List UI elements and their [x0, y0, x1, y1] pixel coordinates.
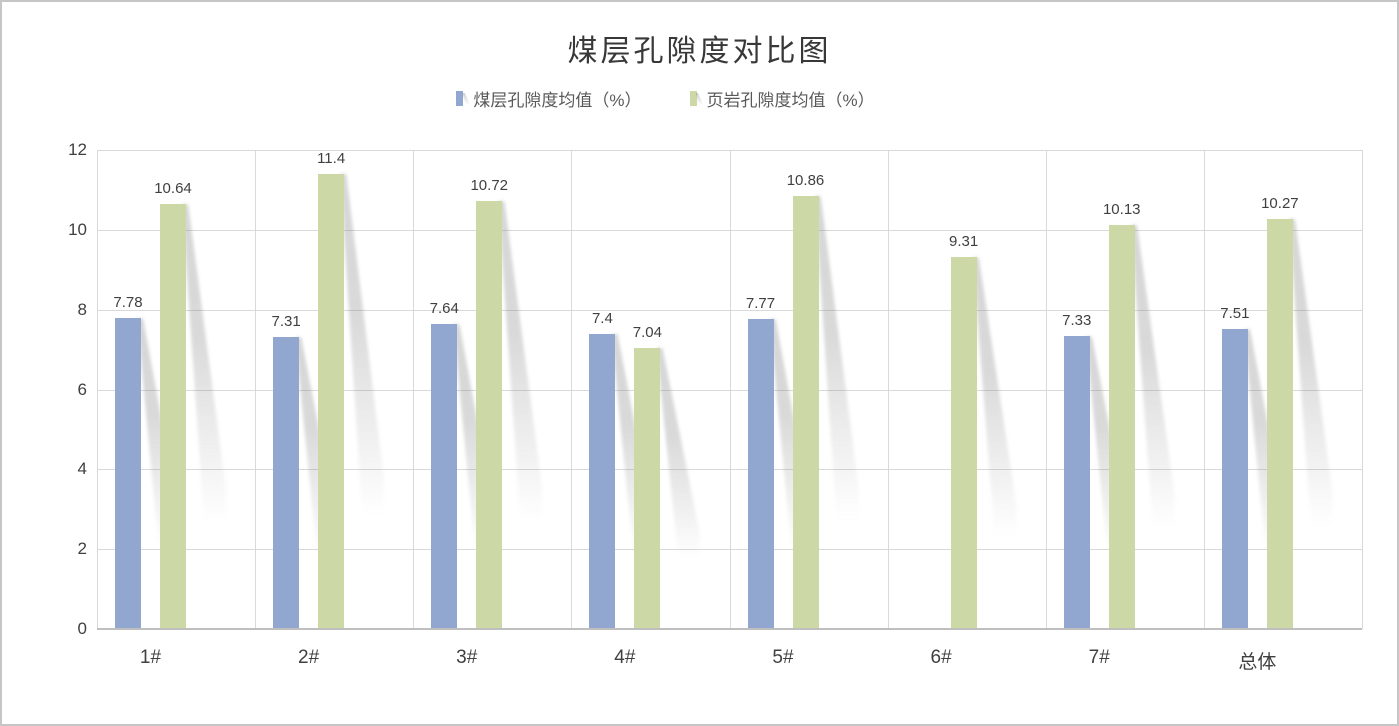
bar-shadow-shape [1288, 219, 1333, 540]
bar-shadow-shape [814, 195, 859, 534]
bar-series1[interactable] [1063, 336, 1090, 629]
bar-value-label: 7.04 [632, 323, 662, 341]
gridline-horizontal [97, 389, 1362, 391]
bar-value-label: 10.27 [1261, 195, 1299, 213]
bar-value-label: 7.31 [271, 313, 301, 331]
x-axis-category-label: 7# [1088, 647, 1110, 668]
x-axis-line [97, 628, 1362, 630]
x-axis-category-label: 5# [772, 647, 794, 668]
bar-series1[interactable] [747, 318, 774, 629]
y-axis-tick-label: 12 [68, 140, 87, 159]
bar-value-label: 9.31 [949, 233, 979, 251]
bar-value-label: 7.64 [429, 300, 459, 318]
bar-series1[interactable] [273, 337, 300, 629]
gridline-vertical [1046, 150, 1047, 629]
bar-shadow-shape [656, 347, 701, 567]
bar-shadow [972, 257, 1017, 548]
gridline-vertical [888, 150, 889, 629]
y-axis-tick-label: 10 [68, 219, 87, 239]
bar-shadow [340, 173, 385, 529]
gridline-horizontal [97, 309, 1362, 311]
y-axis-tick-label: 6 [77, 379, 87, 399]
gridline-vertical [1362, 150, 1363, 629]
y-axis-tick-label: 2 [77, 539, 87, 559]
gridline-vertical [413, 150, 414, 629]
bar-series1[interactable] [1221, 329, 1248, 629]
bar-shadow-shape [182, 204, 226, 536]
bar-value-label: 7.77 [745, 294, 776, 312]
bar-series2[interactable] [160, 204, 186, 629]
bar-value-label: 10.64 [154, 180, 192, 198]
legend-swatch-icon [456, 91, 464, 106]
bar-shadow-shape [972, 257, 1017, 548]
bar-series1[interactable] [431, 324, 458, 629]
gridline-vertical [730, 150, 731, 629]
x-axis-category-label: 6# [930, 647, 952, 668]
bar-value-label: 7.4 [591, 309, 613, 327]
gridline-horizontal [97, 549, 1362, 551]
bar-value-label: 7.78 [113, 294, 143, 312]
gridline-horizontal [97, 469, 1362, 471]
bar-series2[interactable] [950, 257, 977, 629]
bar-value-label: 7.33 [1062, 312, 1092, 330]
bar-series2[interactable] [634, 347, 661, 629]
bar-series1[interactable] [589, 333, 616, 629]
bar-value-label: 10.72 [470, 177, 509, 195]
x-axis-category-label: 2# [298, 647, 320, 668]
legend-label: 煤层孔隙度均值（%） [473, 91, 642, 110]
bar-series2[interactable] [792, 195, 819, 629]
bar-shadow-shape [1130, 224, 1175, 540]
bar-shadow-shape [498, 201, 543, 536]
gridline-horizontal [97, 229, 1362, 231]
bar-shadow [1130, 224, 1175, 540]
legend-swatch-icon [689, 91, 697, 106]
y-axis-tick-label: 8 [77, 299, 87, 319]
bar-shadow [182, 204, 226, 536]
bar-value-label: 10.86 [786, 171, 825, 189]
y-axis-tick-label: 4 [77, 459, 87, 479]
bar-series2[interactable] [1108, 224, 1135, 629]
legend: 煤层孔隙度均值（%） 页岩孔隙度均值（%） [2, 86, 1363, 111]
bar-shadow [656, 347, 701, 567]
bar-series2[interactable] [318, 173, 345, 629]
gridline-vertical [1204, 150, 1205, 629]
gridline-vertical [255, 150, 256, 629]
x-axis-category-label: 3# [456, 647, 478, 668]
bar-shadow-shape [340, 173, 385, 529]
x-axis-category-label: 总体 [1238, 652, 1277, 673]
bar-series2[interactable] [1266, 219, 1293, 629]
legend-item-series2[interactable]: 页岩孔隙度均值（%） [689, 86, 875, 111]
bar-value-label: 11.4 [317, 149, 346, 167]
x-axis-category-label: 4# [614, 647, 636, 668]
bar-series1[interactable] [115, 318, 141, 629]
bar-shadow [814, 195, 859, 534]
bar-shadow [498, 201, 543, 536]
legend-item-series1[interactable]: 煤层孔隙度均值（%） [456, 86, 642, 111]
chart-title: 煤层孔隙度对比图 [567, 35, 832, 68]
y-axis-tick-label: 0 [77, 619, 87, 638]
x-axis-category-label: 1# [139, 647, 162, 668]
bar-value-label: 7.51 [1220, 305, 1250, 323]
plot-area: 0 2 4 6 8 10 12 7.78 7.31 7.64 7.4 7.77 7.33 7.51 10.6… [68, 140, 1363, 673]
gridline-horizontal [97, 150, 1362, 151]
bar-shadow [1288, 219, 1333, 540]
bar-series2[interactable] [476, 201, 503, 629]
legend-label: 页岩孔隙度均值（%） [706, 91, 875, 110]
gridline-vertical [97, 150, 98, 629]
gridline-vertical [571, 150, 572, 629]
bar-value-label: 10.13 [1102, 200, 1141, 218]
